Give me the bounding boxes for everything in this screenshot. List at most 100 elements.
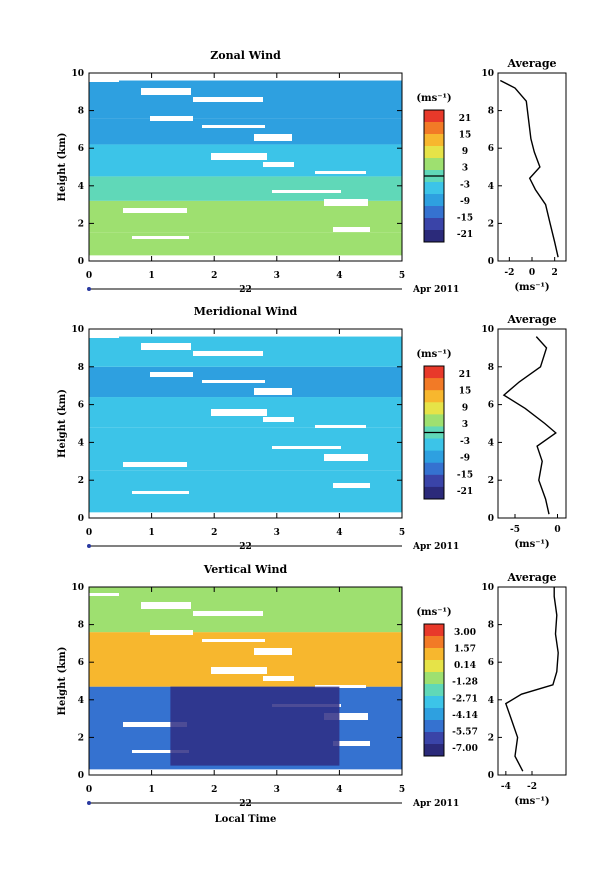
colorbar-segment — [424, 660, 444, 673]
x-tick-label: 4 — [336, 271, 342, 281]
y-tick-label: 8 — [78, 363, 84, 373]
avg-y-tick-label: 4 — [488, 182, 494, 192]
colorbar-unit: (ms⁻¹) — [416, 349, 451, 360]
colorbar-tick-label: 21 — [459, 114, 472, 124]
avg-y-tick-label: 10 — [481, 325, 494, 335]
x-tick-label: 5 — [399, 785, 405, 795]
y-tick-label: 6 — [78, 401, 84, 411]
colorbar-segment — [424, 684, 444, 697]
gap — [263, 417, 294, 422]
y-axis-label: Height (km) — [57, 647, 68, 716]
date-marker — [87, 287, 91, 291]
date-month-year: Apr 2011 — [412, 799, 459, 809]
heatmap-band-4 — [89, 118, 402, 145]
gap — [132, 491, 189, 494]
colorbar-unit: (ms⁻¹) — [416, 93, 451, 104]
average-frame — [497, 328, 567, 519]
date-month-year: Apr 2011 — [412, 542, 459, 552]
y-tick-label: 2 — [78, 476, 84, 486]
x-tick-label: 5 — [399, 271, 405, 281]
gap — [123, 208, 187, 213]
avg-x-tick-label: 2 — [552, 268, 558, 278]
colorbar-segment — [424, 438, 444, 452]
avg-x-tick-label: -2 — [504, 268, 514, 278]
gap — [193, 351, 263, 356]
colorbar-tick-label: -21 — [457, 230, 473, 240]
avg-y-tick-label: 8 — [488, 107, 494, 117]
average-title: Average — [506, 313, 556, 326]
colorbar-segment — [424, 134, 444, 147]
y-axis-label: Height (km) — [57, 389, 68, 458]
colorbar-tick-label: 3 — [462, 420, 468, 430]
colorbar-segment — [424, 402, 444, 415]
gap — [89, 593, 119, 596]
colorbar-tick-label: -3 — [460, 437, 470, 447]
gap — [211, 153, 267, 160]
x-tick-label: 2 — [211, 528, 217, 538]
date-marker — [87, 544, 91, 548]
colorbar-tick-label: -2.71 — [452, 694, 478, 704]
panel-3: Vertical Wind 0 2 4 6 8 10 0 1 2 3 4 5 Height (km) 22 A… — [57, 563, 567, 825]
y-tick-label: 8 — [78, 107, 84, 117]
y-tick-label: 0 — [78, 257, 84, 267]
gap — [315, 425, 366, 428]
average-profile-line — [502, 336, 557, 515]
date-day: 22 — [239, 285, 252, 295]
avg-y-tick-label: 8 — [488, 363, 494, 373]
average-profile-line — [504, 587, 559, 772]
colorbar-segment — [424, 732, 444, 745]
colorbar-tick-label: 21 — [459, 370, 472, 380]
gap — [263, 162, 294, 167]
avg-y-tick-label: 8 — [488, 621, 494, 631]
average-frame — [497, 72, 567, 262]
gap — [211, 667, 267, 674]
colorbar-segment — [424, 672, 444, 685]
missing-data-gaps — [89, 335, 370, 494]
colorbar-segment — [424, 486, 444, 500]
colorbar-tick-label: -4.14 — [452, 711, 478, 721]
colorbar-segment — [424, 182, 444, 195]
date-marker — [87, 801, 91, 805]
gap — [202, 639, 265, 642]
heatmap-band-2 — [89, 176, 402, 201]
x-tick-label: 1 — [148, 271, 154, 281]
colorbar-segment — [424, 390, 444, 403]
y-tick-label: 2 — [78, 733, 84, 743]
gap — [132, 236, 189, 239]
avg-x-tick-label: -4 — [501, 782, 511, 792]
colorbar-tick-label: -1.28 — [452, 678, 478, 688]
colorbar-tick-label: 0.14 — [454, 661, 476, 671]
y-tick-label: 4 — [78, 438, 84, 448]
colorbar-tick-label: 1.57 — [454, 645, 476, 655]
gap — [333, 741, 370, 746]
average-unit: (ms⁻¹) — [514, 539, 549, 550]
x-tick-label: 0 — [86, 785, 92, 795]
heatmap-band-2 — [89, 587, 402, 633]
colorbar-segment — [424, 378, 444, 391]
missing-data-gaps — [89, 79, 370, 239]
gap — [193, 97, 263, 102]
x-tick-label: 1 — [148, 528, 154, 538]
gap — [272, 446, 341, 449]
panel-2: Meridional Wind 0 2 4 6 8 10 0 1 2 3 4 5 Height (km) 2… — [57, 305, 567, 552]
gap — [211, 409, 267, 416]
colorbar-tick-label: 15 — [459, 131, 472, 141]
colorbar-segment — [424, 696, 444, 709]
average-frame — [497, 586, 567, 776]
colorbar-tick-label: 9 — [462, 403, 468, 413]
colorbar-unit: (ms⁻¹) — [416, 607, 451, 618]
avg-y-tick-label: 6 — [488, 401, 494, 411]
avg-x-tick-label: -2 — [527, 782, 537, 792]
y-tick-label: 10 — [71, 583, 84, 593]
average-panel: Average 0 2 4 6 8 10 -5 0 (ms⁻¹) — [481, 313, 567, 550]
gap — [202, 380, 265, 383]
y-tick-label: 8 — [78, 621, 84, 631]
gap — [272, 190, 341, 193]
avg-y-tick-label: 0 — [488, 257, 494, 267]
missing-data-gaps — [89, 593, 370, 766]
avg-y-tick-label: 4 — [488, 696, 494, 706]
colorbar — [423, 109, 445, 243]
y-tick-label: 6 — [78, 658, 84, 668]
plot-frame — [88, 328, 403, 519]
gap — [254, 388, 292, 395]
